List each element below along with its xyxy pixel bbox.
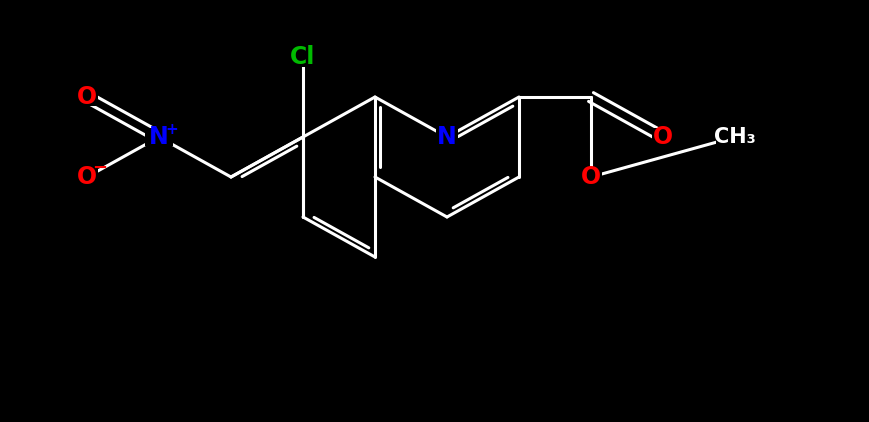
Text: Cl: Cl	[290, 45, 315, 69]
FancyBboxPatch shape	[436, 128, 458, 146]
FancyBboxPatch shape	[290, 47, 316, 67]
Text: N: N	[149, 125, 169, 149]
FancyBboxPatch shape	[76, 88, 98, 106]
Text: O: O	[77, 165, 97, 189]
FancyBboxPatch shape	[652, 128, 674, 146]
Text: O: O	[77, 85, 97, 109]
Text: −: −	[92, 159, 108, 177]
FancyBboxPatch shape	[716, 128, 754, 146]
Text: O: O	[581, 165, 601, 189]
FancyBboxPatch shape	[580, 168, 602, 186]
Text: O: O	[653, 125, 673, 149]
Text: +: +	[166, 122, 178, 136]
FancyBboxPatch shape	[145, 128, 173, 146]
Text: CH₃: CH₃	[714, 127, 756, 147]
Text: N: N	[437, 125, 457, 149]
FancyBboxPatch shape	[76, 167, 98, 187]
